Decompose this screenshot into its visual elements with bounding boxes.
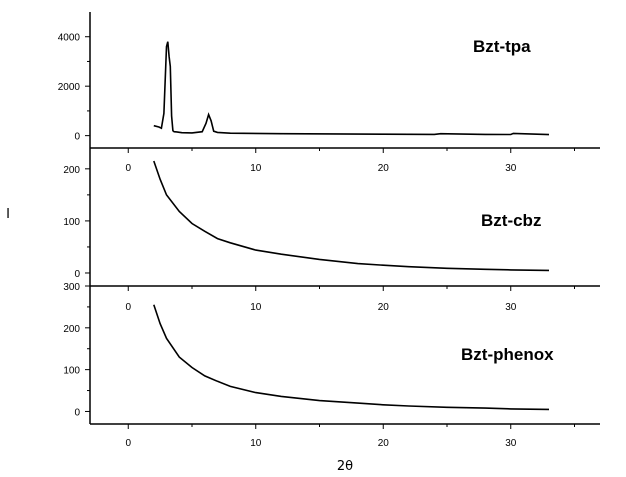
series-line-0 <box>153 41 550 136</box>
x-tick-label: 10 <box>250 302 262 313</box>
y-tick-label: 0 <box>74 132 80 143</box>
x-tick-label: 20 <box>378 163 390 174</box>
y-tick-label: 2000 <box>58 82 81 93</box>
y-tick-label: 200 <box>63 324 80 335</box>
x-tick-label: 30 <box>505 163 517 174</box>
x-tick-label: 10 <box>250 438 262 449</box>
y-tick-label: 0 <box>74 407 80 418</box>
x-axis-title: 2θ <box>337 459 353 474</box>
x-tick-label: 0 <box>125 438 131 449</box>
x-tick-label: 10 <box>250 163 262 174</box>
y-axis-title: I <box>6 207 10 222</box>
panel-label: Bzt-cbz <box>481 211 541 230</box>
series-line-2 <box>153 304 550 411</box>
y-tick-label: 200 <box>63 165 80 176</box>
x-tick-label: 0 <box>125 163 131 174</box>
series-line-1 <box>153 160 550 272</box>
panel-0: 0 2000 4000 0 10 20 30 Bzt-tpa <box>58 12 600 174</box>
panel-label: Bzt-phenox <box>461 345 554 364</box>
x-tick-label: 30 <box>505 302 517 313</box>
y-tick-label: 4000 <box>58 33 81 44</box>
y-tick-label: 300 <box>63 282 80 293</box>
y-tick-label: 0 <box>74 269 80 280</box>
panel-label: Bzt-tpa <box>473 37 531 56</box>
x-tick-label: 20 <box>378 438 390 449</box>
x-tick-label: 20 <box>378 302 390 313</box>
y-tick-label: 100 <box>63 217 80 228</box>
x-tick-label: 0 <box>125 302 131 313</box>
y-tick-label: 100 <box>63 366 80 377</box>
x-tick-label: 30 <box>505 438 517 449</box>
